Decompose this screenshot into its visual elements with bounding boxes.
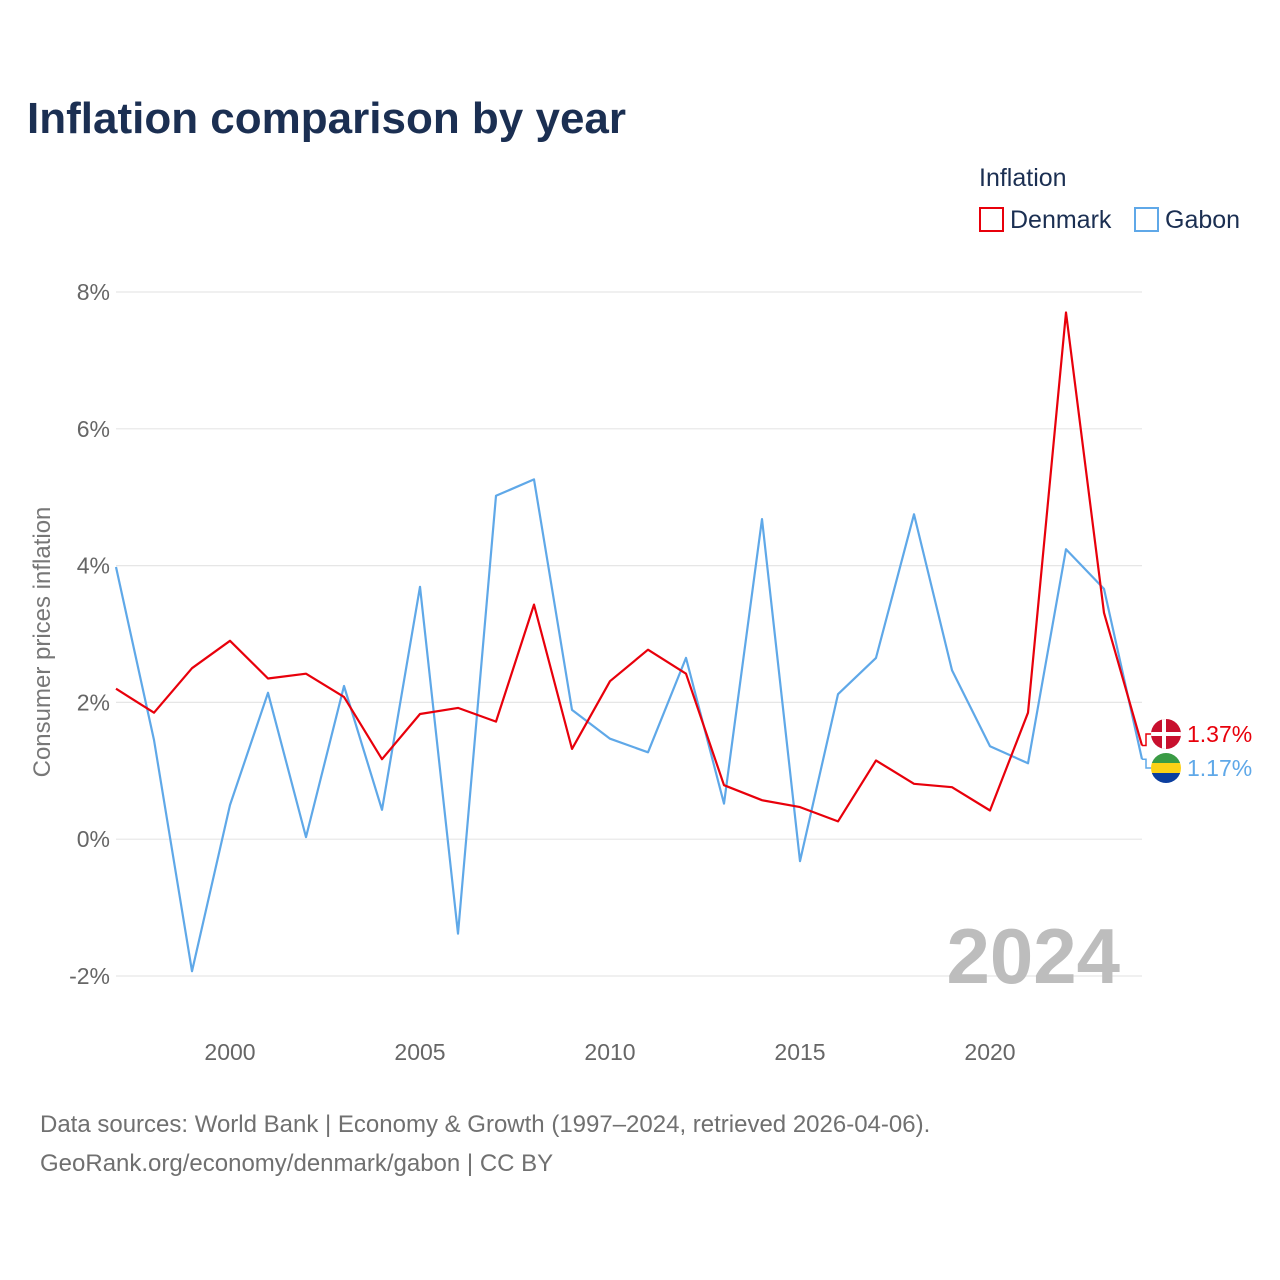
source-line-1: Data sources: World Bank | Economy & Gro… <box>40 1111 930 1138</box>
gabon-flag-icon <box>1151 753 1181 783</box>
y-axis-ticks: -2% 0% 2% 4% 6% 8% <box>69 279 110 989</box>
legend-label-gabon: Gabon <box>1165 206 1240 234</box>
year-watermark: 2024 <box>946 912 1120 1000</box>
legend-swatch-gabon <box>1134 207 1159 232</box>
grid <box>116 291 1142 977</box>
source-line-2[interactable]: GeoRank.org/economy/denmark/gabon | CC B… <box>40 1150 553 1177</box>
x-tick-label: 2005 <box>394 1039 445 1065</box>
chart-title: Inflation comparison by year <box>27 94 626 143</box>
x-tick-label: 2000 <box>204 1039 255 1065</box>
connector-line <box>1142 733 1151 747</box>
y-tick-label: 4% <box>77 553 110 579</box>
series-line-gabon[interactable] <box>114 478 1144 973</box>
y-tick-label: 8% <box>77 279 110 305</box>
legend-label-denmark: Denmark <box>1010 206 1112 234</box>
series-line-denmark[interactable] <box>115 311 1144 823</box>
end-value-label-denmark: 1.37% <box>1187 721 1252 747</box>
connector-line <box>1142 758 1151 769</box>
y-tick-label: 6% <box>77 416 110 442</box>
legend-item-denmark[interactable]: Denmark <box>979 206 1112 234</box>
denmark-flag-icon <box>1151 719 1181 749</box>
x-axis-ticks: 2000 2005 2010 2015 2020 <box>204 1039 1015 1065</box>
y-tick-label: -2% <box>69 963 110 989</box>
series <box>114 311 1144 973</box>
x-tick-label: 2020 <box>964 1039 1015 1065</box>
x-tick-label: 2015 <box>774 1039 825 1065</box>
end-marker-gabon: 1.17% <box>1142 753 1252 783</box>
legend-title: Inflation <box>979 164 1067 192</box>
end-markers: 1.37% 1.17% <box>1142 719 1252 783</box>
y-tick-label: 2% <box>77 689 110 715</box>
x-tick-label: 2010 <box>584 1039 635 1065</box>
legend-item-gabon[interactable]: Gabon <box>1134 206 1240 234</box>
y-tick-label: 0% <box>77 826 110 852</box>
legend-swatch-denmark <box>979 207 1004 232</box>
end-marker-denmark: 1.37% <box>1142 719 1252 749</box>
end-value-label-gabon: 1.17% <box>1187 755 1252 781</box>
y-axis-label: Consumer prices inflation <box>29 507 56 778</box>
